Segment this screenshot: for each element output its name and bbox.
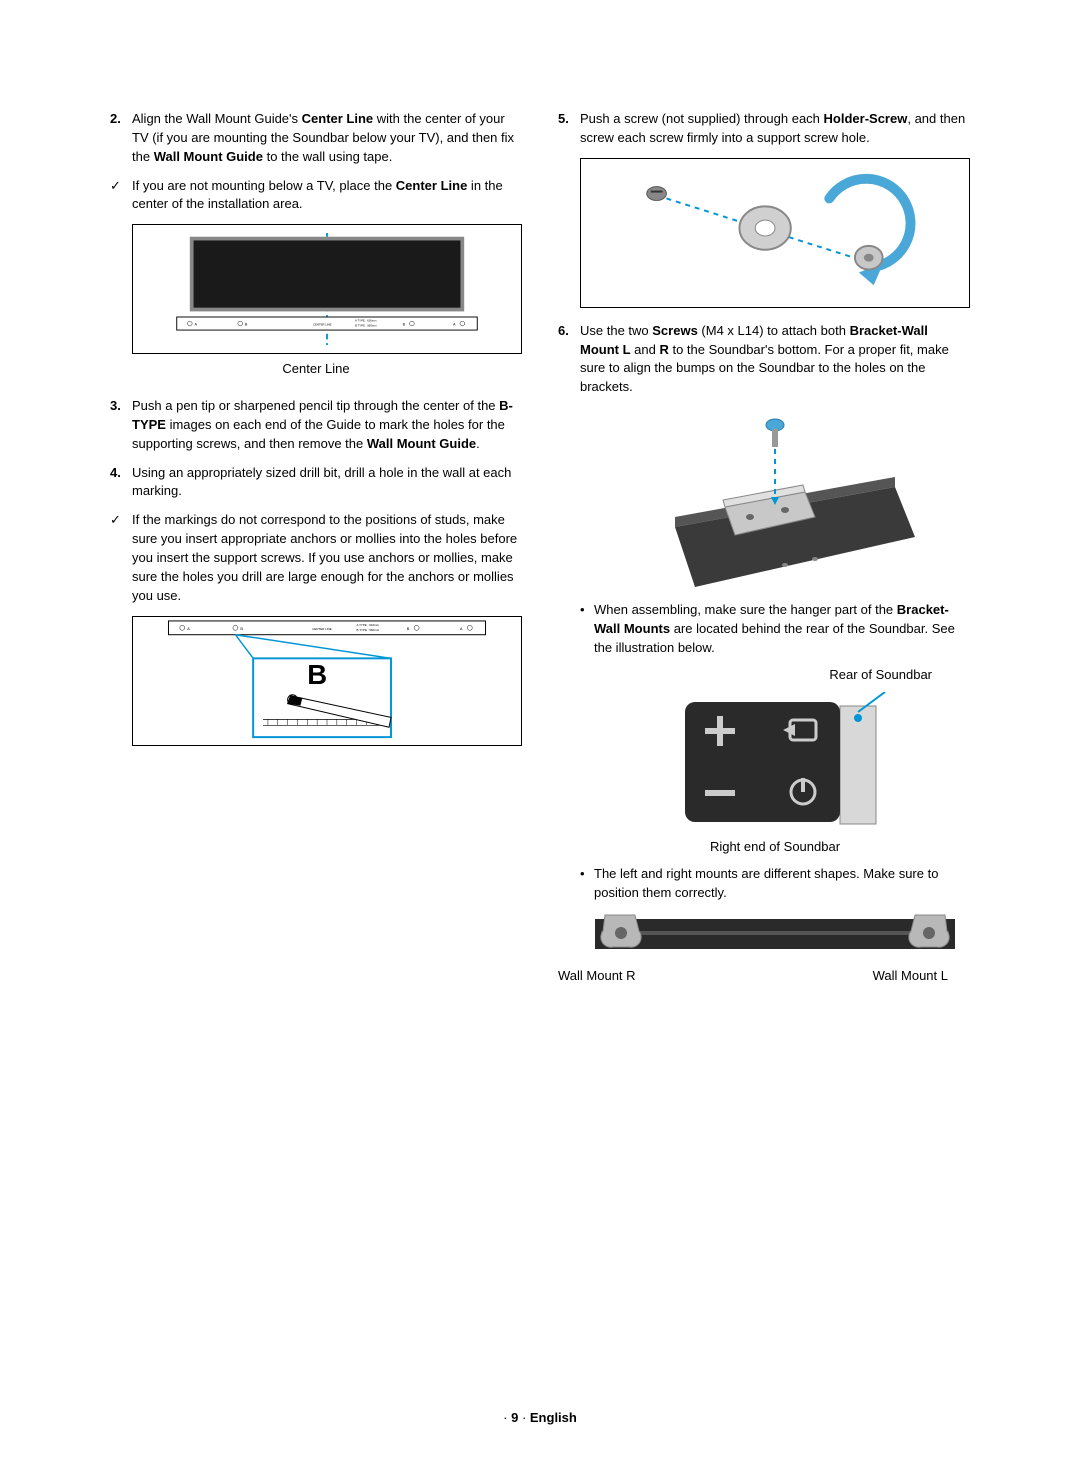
bullet-body: The left and right mounts are different …	[594, 865, 970, 903]
step-body: Push a screw (not supplied) through each…	[580, 110, 970, 148]
text: .	[476, 436, 480, 451]
step-number: 4.	[110, 464, 132, 502]
svg-text:B TYPE : 560mm: B TYPE : 560mm	[357, 627, 380, 631]
note-body: If you are not mounting below a TV, plac…	[110, 177, 522, 215]
page-footer: · 9 · English	[0, 1409, 1080, 1428]
text: If you are not mounting below a TV, plac…	[132, 178, 396, 193]
bold: R	[659, 342, 668, 357]
svg-text:CENTER LINE: CENTER LINE	[312, 626, 331, 630]
label-rear-soundbar: Rear of Soundbar	[558, 666, 970, 685]
step-body: Use the two Screws (M4 x L14) to attach …	[580, 322, 970, 397]
page-language: English	[530, 1410, 577, 1425]
right-column: 5. Push a screw (not supplied) through e…	[558, 110, 970, 986]
figure-tv-centerline: A B CENTER LINE A TYPE : 616mm B TYPE : …	[132, 224, 522, 354]
svg-text:A: A	[187, 625, 190, 630]
step-5: 5. Push a screw (not supplied) through e…	[558, 110, 970, 148]
figure-caption: Center Line	[110, 360, 522, 379]
left-column: 2. Align the Wall Mount Guide's Center L…	[110, 110, 522, 986]
figure-mounts-lr	[580, 911, 970, 961]
figure-rear-soundbar	[580, 692, 970, 832]
svg-text:CENTER LINE: CENTER LINE	[313, 323, 332, 327]
step-number: 3.	[110, 397, 132, 454]
bold: Screws	[652, 323, 698, 338]
step-number: 2.	[110, 110, 132, 167]
screw-holder-diagram	[581, 159, 969, 307]
text: When assembling, make sure the hanger pa…	[594, 602, 897, 617]
bracket-diagram	[635, 407, 915, 597]
text: Use the two	[580, 323, 652, 338]
svg-text:A: A	[460, 625, 463, 630]
step-body: Using an appropriately sized drill bit, …	[132, 464, 522, 502]
step-number: 6.	[558, 322, 580, 397]
figure-screw-holder	[580, 158, 970, 308]
note-2: ✓ If the markings do not correspond to t…	[110, 511, 522, 605]
figure-pencil-b: A B CENTER LINE A TYPE : 616mm B TYPE : …	[132, 616, 522, 746]
step-body: Push a pen tip or sharpened pencil tip t…	[132, 397, 522, 454]
step-3: 3. Push a pen tip or sharpened pencil ti…	[110, 397, 522, 454]
svg-text:A TYPE : 616mm: A TYPE : 616mm	[355, 319, 377, 323]
note-1: ✓ If you are not mounting below a TV, pl…	[110, 177, 522, 215]
note-body: If the markings do not correspond to the…	[110, 511, 522, 605]
text: Push a pen tip or sharpened pencil tip t…	[132, 398, 499, 413]
bold: Center Line	[396, 178, 468, 193]
bold: Wall Mount Guide	[154, 149, 263, 164]
wall-mount-l-label: Wall Mount L	[873, 967, 948, 986]
bullet-1: When assembling, make sure the hanger pa…	[570, 601, 970, 658]
svg-text:B: B	[307, 658, 327, 689]
svg-text:B TYPE : 560mm: B TYPE : 560mm	[355, 324, 377, 328]
text: Align the Wall Mount Guide's	[132, 111, 302, 126]
text: (M4 x L14) to attach both	[698, 323, 850, 338]
svg-text:B: B	[407, 625, 410, 630]
step-number: 5.	[558, 110, 580, 148]
mount-labels: Wall Mount R Wall Mount L	[558, 967, 948, 986]
bullet-2: The left and right mounts are different …	[570, 865, 970, 903]
text: and	[631, 342, 660, 357]
pencil-diagram: A B CENTER LINE A TYPE : 616mm B TYPE : …	[133, 617, 521, 745]
text: to the wall using tape.	[263, 149, 392, 164]
text: Push a screw (not supplied) through each	[580, 111, 824, 126]
figure-bracket-attach	[580, 407, 970, 597]
page-number: 9	[511, 1410, 518, 1425]
svg-text:B: B	[240, 625, 243, 630]
bold: Holder-Screw	[824, 111, 908, 126]
bullet-body: When assembling, make sure the hanger pa…	[594, 601, 970, 658]
step-body: Align the Wall Mount Guide's Center Line…	[132, 110, 522, 167]
tv-diagram: A B CENTER LINE A TYPE : 616mm B TYPE : …	[141, 233, 513, 345]
step-4: 4. Using an appropriately sized drill bi…	[110, 464, 522, 502]
rear-soundbar-diagram	[625, 692, 925, 832]
bold: Wall Mount Guide	[367, 436, 476, 451]
step-2: 2. Align the Wall Mount Guide's Center L…	[110, 110, 522, 167]
wall-mount-r-label: Wall Mount R	[558, 967, 636, 986]
label-right-soundbar: Right end of Soundbar	[580, 838, 970, 857]
svg-text:A TYPE : 616mm: A TYPE : 616mm	[357, 622, 380, 626]
bold: Center Line	[302, 111, 374, 126]
mounts-lr-diagram	[580, 911, 970, 961]
step-6: 6. Use the two Screws (M4 x L14) to atta…	[558, 322, 970, 397]
